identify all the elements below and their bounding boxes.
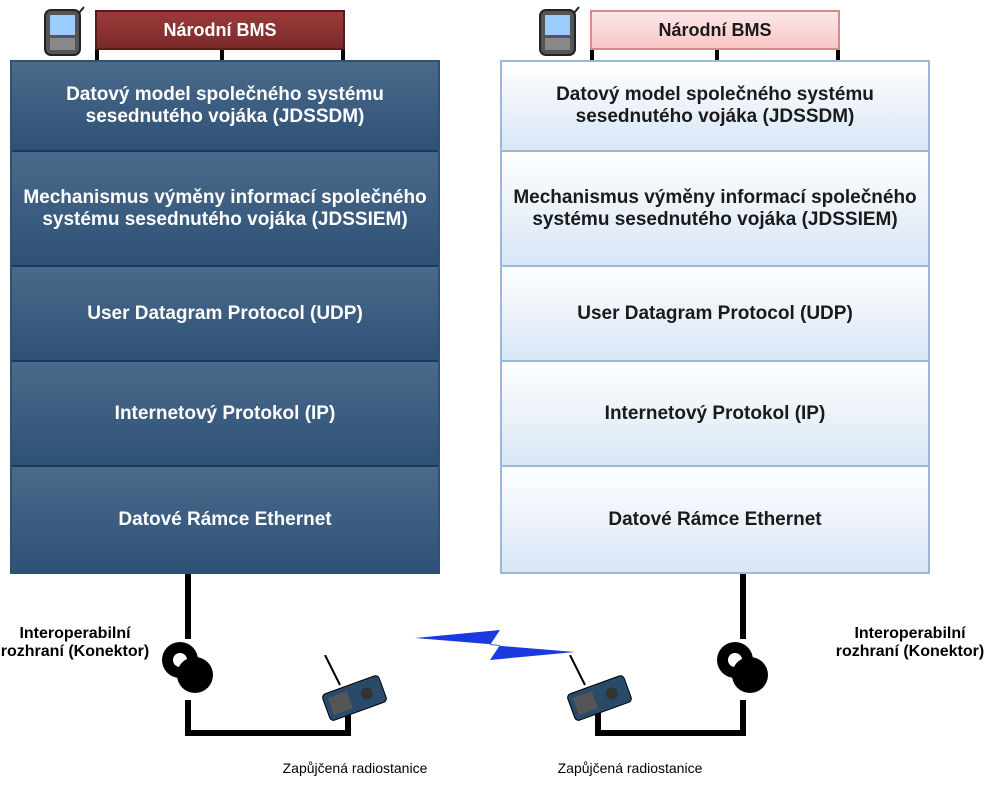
header-left: Národní BMS — [95, 10, 345, 50]
header-left-label: Národní BMS — [163, 20, 276, 41]
wire — [185, 574, 191, 639]
interop-label-left: Interoperabilní rozhraní (Konektor) — [0, 625, 150, 661]
radio-label-right: Zapůjčená radiostanice — [540, 760, 720, 776]
connector-plug-icon — [715, 640, 770, 695]
protocol-stack-left: Datový model společného systému sesednut… — [10, 60, 440, 574]
pda-device-icon — [40, 5, 85, 60]
lightning-bolt-icon — [415, 620, 575, 670]
radio-label-left: Zapůjčená radiostanice — [265, 760, 445, 776]
support-line — [590, 50, 594, 60]
support-line — [220, 50, 224, 60]
layer-udp: User Datagram Protocol (UDP) — [502, 267, 928, 362]
support-line — [341, 50, 345, 60]
layer-jdssdm: Datový model společného systému sesednut… — [12, 62, 438, 152]
pda-device-icon — [535, 5, 580, 60]
radio-device-icon — [310, 655, 395, 705]
layer-ethernet: Datové Rámce Ethernet — [12, 467, 438, 572]
protocol-stack-right: Datový model společného systému sesednut… — [500, 60, 930, 574]
support-line — [715, 50, 719, 60]
wire — [595, 730, 746, 736]
header-right: Národní BMS — [590, 10, 840, 50]
layer-jdssiem: Mechanismus výměny informací společného … — [12, 152, 438, 267]
layer-ip: Internetový Protokol (IP) — [12, 362, 438, 467]
layer-ethernet: Datové Rámce Ethernet — [502, 467, 928, 572]
interop-label-right: Interoperabilní rozhraní (Konektor) — [835, 625, 985, 661]
layer-jdssdm: Datový model společného systému sesednut… — [502, 62, 928, 152]
header-right-label: Národní BMS — [658, 20, 771, 41]
wire — [740, 574, 746, 639]
support-line — [836, 50, 840, 60]
connector-plug-icon — [160, 640, 215, 695]
support-line — [95, 50, 99, 60]
layer-udp: User Datagram Protocol (UDP) — [12, 267, 438, 362]
layer-ip: Internetový Protokol (IP) — [502, 362, 928, 467]
wire — [185, 730, 345, 736]
layer-jdssiem: Mechanismus výměny informací společného … — [502, 152, 928, 267]
